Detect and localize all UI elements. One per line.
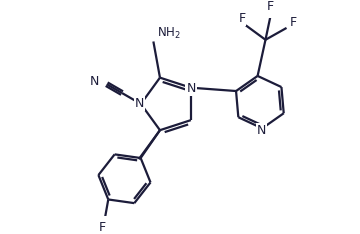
Text: F: F	[267, 0, 274, 13]
Text: F: F	[289, 16, 297, 29]
Text: N: N	[186, 83, 196, 95]
Text: N: N	[257, 124, 266, 138]
Text: F: F	[99, 221, 106, 234]
Text: F: F	[238, 12, 246, 25]
Text: N: N	[89, 75, 99, 88]
Text: N: N	[135, 97, 144, 110]
Text: NH$_2$: NH$_2$	[157, 26, 180, 41]
